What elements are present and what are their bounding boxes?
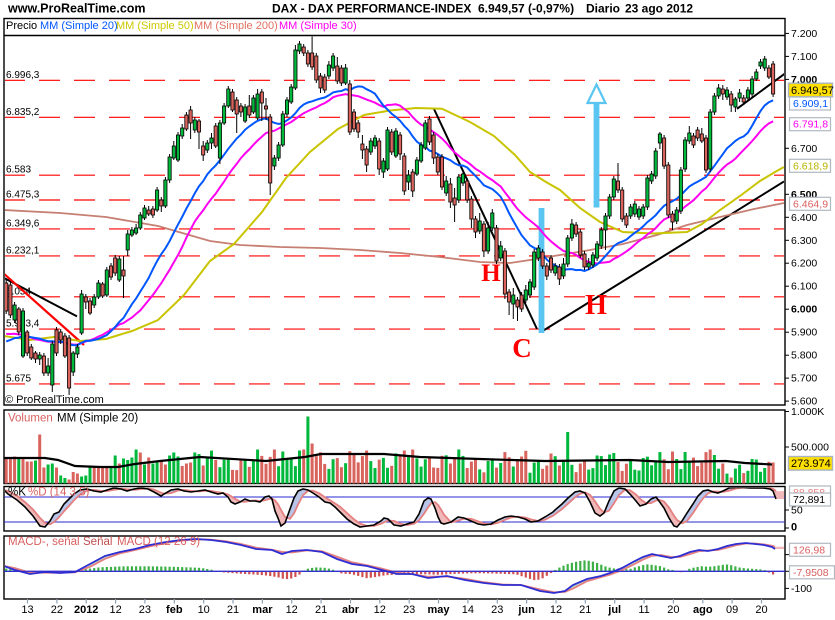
svg-text:5.600: 5.600: [791, 396, 817, 408]
svg-text:2012: 2012: [74, 604, 98, 616]
svg-text:6.200: 6.200: [791, 258, 817, 270]
svg-text:MACD (12 26 9): MACD (12 26 9): [117, 536, 200, 548]
svg-text:abr: abr: [342, 604, 360, 616]
svg-text:6.618,9: 6.618,9: [793, 160, 828, 172]
svg-text:7.100: 7.100: [791, 51, 817, 63]
svg-text:6.475,3: 6.475,3: [6, 190, 40, 201]
svg-text:6.909,1: 6.909,1: [793, 98, 828, 110]
svg-text:5.675: 5.675: [6, 373, 31, 384]
svg-text:20: 20: [667, 604, 679, 616]
svg-text:6.791,8: 6.791,8: [793, 119, 828, 131]
svg-text:%K: %K: [8, 487, 26, 499]
svg-text:DAX - DAX PERFORMANCE-INDEX: DAX - DAX PERFORMANCE-INDEX: [272, 2, 471, 16]
svg-text:Diario: Diario: [586, 2, 620, 16]
svg-text:500.000: 500.000: [791, 442, 829, 454]
svg-text:72,891: 72,891: [793, 494, 825, 506]
svg-text:50: 50: [791, 505, 803, 517]
svg-text:273.974: 273.974: [791, 458, 831, 470]
svg-text:C: C: [512, 333, 532, 363]
svg-text:126,98: 126,98: [793, 544, 825, 556]
svg-text:MM (Simple 50): MM (Simple 50): [116, 20, 194, 32]
svg-text:6.000: 6.000: [791, 304, 817, 316]
svg-text:11: 11: [638, 604, 649, 616]
svg-text:12: 12: [550, 604, 562, 616]
svg-text:MM (Simple 200): MM (Simple 200): [194, 20, 278, 32]
svg-text:7.200: 7.200: [791, 28, 817, 40]
svg-text:20: 20: [755, 604, 767, 616]
svg-text:21: 21: [227, 604, 239, 616]
svg-text:© ProRealTime.com: © ProRealTime.com: [5, 394, 104, 406]
svg-text:12: 12: [109, 604, 121, 616]
svg-text:-7,9508: -7,9508: [793, 567, 829, 579]
svg-text:12: 12: [286, 604, 298, 616]
svg-text:14: 14: [462, 604, 474, 616]
svg-text:www.ProRealTime.com: www.ProRealTime.com: [7, 2, 146, 16]
svg-text:ago: ago: [693, 604, 713, 616]
svg-text:21: 21: [315, 604, 327, 616]
svg-text:6.349,6: 6.349,6: [6, 218, 40, 229]
svg-text:MM (Simple 20): MM (Simple 20): [40, 20, 118, 32]
svg-text:5.700: 5.700: [791, 373, 817, 385]
svg-text:6.835,2: 6.835,2: [6, 107, 40, 118]
svg-text:H: H: [585, 290, 607, 321]
svg-text:jul: jul: [607, 604, 621, 616]
svg-text:Señal: Señal: [83, 536, 112, 548]
svg-text:%D (14 3 5): %D (14 3 5): [28, 487, 90, 499]
svg-text:6.583: 6.583: [6, 165, 31, 176]
svg-text:10: 10: [198, 604, 210, 616]
svg-text:-100: -100: [791, 583, 812, 595]
svg-text:6.300: 6.300: [791, 235, 817, 247]
svg-text:6.996,3: 6.996,3: [6, 70, 40, 81]
svg-text:Precio: Precio: [6, 20, 37, 32]
svg-text:MM (Simple 20): MM (Simple 20): [57, 413, 138, 425]
svg-text:23: 23: [139, 604, 151, 616]
svg-text:6.700: 6.700: [791, 143, 817, 155]
svg-text:5.900: 5.900: [791, 327, 817, 339]
svg-text:23 ago 2012: 23 ago 2012: [625, 2, 693, 16]
svg-text:mar: mar: [252, 604, 273, 616]
svg-text:21: 21: [579, 604, 591, 616]
svg-text:0: 0: [791, 522, 797, 534]
svg-text:6.949,57 (-0,97%): 6.949,57 (-0,97%): [478, 2, 574, 16]
svg-text:6.232,1: 6.232,1: [6, 245, 40, 256]
svg-text:23: 23: [491, 604, 503, 616]
svg-text:09: 09: [726, 604, 738, 616]
svg-text:Volumen: Volumen: [8, 413, 53, 425]
svg-text:23: 23: [403, 604, 415, 616]
svg-text:MM (Simple 30): MM (Simple 30): [279, 20, 357, 32]
svg-text:22: 22: [51, 604, 63, 616]
svg-text:1.000K: 1.000K: [791, 406, 824, 418]
svg-text:12: 12: [374, 604, 386, 616]
svg-text:13: 13: [21, 604, 33, 616]
svg-text:6.100: 6.100: [791, 281, 817, 293]
svg-text:6.464,9: 6.464,9: [793, 198, 828, 210]
svg-text:6.949,57: 6.949,57: [791, 85, 834, 97]
svg-text:H: H: [481, 260, 501, 287]
svg-text:5.800: 5.800: [791, 350, 817, 362]
svg-text:feb: feb: [166, 604, 183, 616]
svg-text:6.054: 6.054: [6, 286, 31, 297]
svg-text:jun: jun: [517, 604, 535, 616]
svg-text:MACD-, señal: MACD-, señal: [8, 536, 80, 548]
svg-text:may: may: [427, 604, 450, 616]
svg-text:6.400: 6.400: [791, 212, 817, 224]
